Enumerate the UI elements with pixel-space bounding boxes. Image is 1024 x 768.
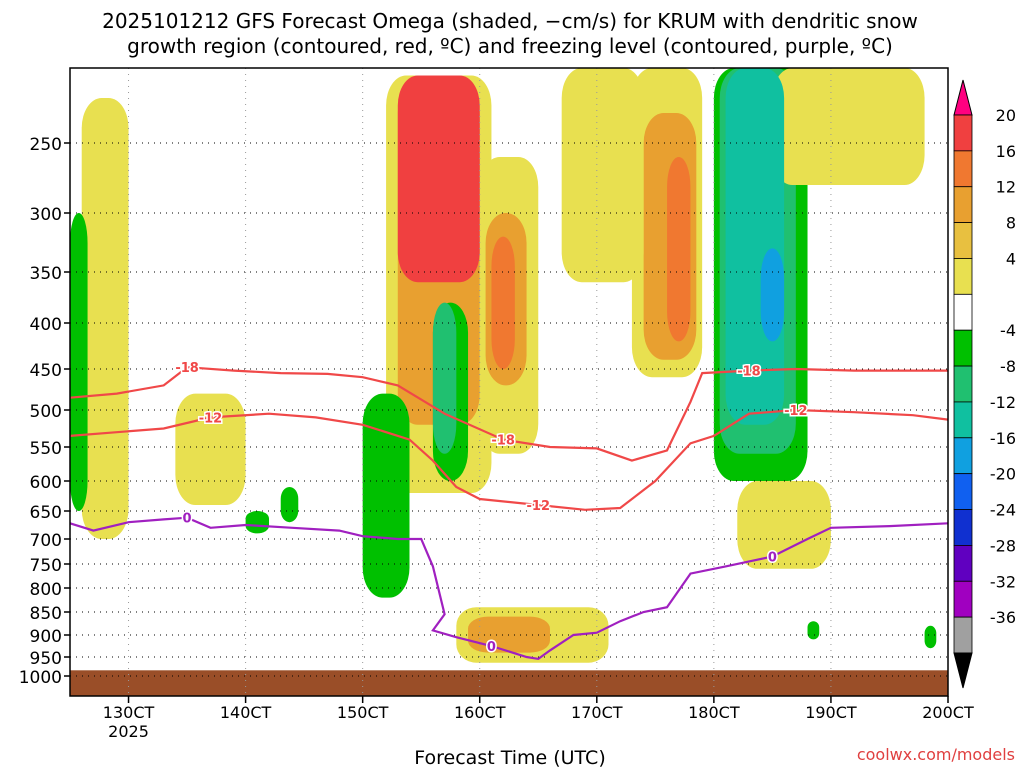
- y-tick-label: 600: [30, 473, 62, 493]
- contour-label: 0: [487, 640, 496, 655]
- y-tick-label: 1000: [19, 668, 62, 688]
- colorbar-swatch: [953, 150, 973, 188]
- colorbar-label: -8: [1000, 357, 1016, 376]
- colorbar-label: 20: [996, 106, 1016, 125]
- x-tick-label: 160CT: [454, 703, 506, 722]
- colorbar-label: 8: [1006, 214, 1016, 233]
- y-tick-label: 950: [30, 649, 62, 669]
- colorbar-swatch: [953, 186, 973, 224]
- colorbar-label: -24: [990, 501, 1016, 520]
- y-tick-label: 450: [30, 361, 62, 381]
- x-tick-label: 140CT: [220, 703, 272, 722]
- colorbar-label: -36: [990, 608, 1016, 627]
- x-tick-label: 200CT: [922, 703, 974, 722]
- omega-region: [175, 393, 246, 505]
- grid-lines: [70, 68, 949, 696]
- y-tick-label: 500: [30, 402, 62, 422]
- colorbar-label: -4: [1000, 321, 1016, 340]
- omega-region: [667, 157, 691, 342]
- colorbar-label: -20: [990, 465, 1016, 484]
- plot-frame: [69, 67, 949, 697]
- colorbar-swatch: [953, 401, 973, 439]
- colorbar-label: -16: [990, 429, 1016, 448]
- colorbar-top-arrow: [953, 79, 973, 116]
- y-tick-label: 250: [30, 135, 62, 155]
- omega-region: [70, 213, 88, 511]
- x-year-label: 2025: [108, 722, 149, 741]
- contour-label: -12: [527, 499, 551, 514]
- freezing-level-contour: [69, 516, 949, 661]
- omega-region: [561, 68, 644, 283]
- y-tick-label: 800: [30, 580, 62, 600]
- colorbar: 20 16 12 8 4 -4 -8 -12 -16 -20 -24 -28 -32 -36: [953, 79, 1016, 689]
- contour-label: 0: [183, 512, 192, 527]
- omega-shading: [70, 68, 937, 663]
- colorbar-swatch: [953, 293, 973, 331]
- colorbar-label: 16: [996, 142, 1016, 161]
- omega-region: [245, 511, 270, 534]
- contour-label: 0: [768, 551, 777, 566]
- x-tick-label: 180CT: [688, 703, 740, 722]
- colorbar-swatch: [953, 258, 973, 295]
- ground-terrain: [70, 670, 948, 696]
- colorbar-label: 4: [1006, 249, 1016, 268]
- colorbar-swatch: [953, 616, 973, 654]
- contour-lines: -18 -18 -18 -12 -12 -12 0 0 0: [69, 360, 949, 661]
- credit-text: coolwx.com/models: [857, 745, 1015, 764]
- y-tick-label: 400: [30, 315, 62, 335]
- y-tick-label: 750: [30, 556, 62, 576]
- contour-label: -18: [175, 361, 199, 376]
- contour-label: -12: [199, 411, 223, 426]
- omega-region: [362, 393, 410, 598]
- omega-region: [491, 236, 515, 369]
- omega-region: [760, 248, 785, 342]
- omega-region: [280, 487, 299, 523]
- colorbar-bottom-arrow: [953, 652, 973, 689]
- omega-region: [737, 481, 831, 569]
- dendritic-contour: [69, 366, 948, 462]
- y-axis: 250 300 350 400 450 500 550 600 650 700 750 800 850 9…: [19, 135, 70, 688]
- omega-region: [81, 98, 129, 539]
- omega-region: [807, 621, 820, 640]
- colorbar-swatch: [953, 509, 973, 546]
- x-axis: 130CT 140CT 150CT 160CT 170CT 180CT 190CT 200CT…: [103, 696, 974, 741]
- colorbar-swatch: [953, 545, 973, 582]
- chart-title: 2025101212 GFS Forecast Omega (shaded, −…: [102, 9, 918, 33]
- colorbar-swatch: [953, 580, 973, 618]
- colorbar-label: -32: [990, 572, 1016, 591]
- omega-region: [432, 302, 457, 454]
- dendritic-contour: [69, 408, 949, 511]
- x-tick-label: 130CT: [103, 703, 155, 722]
- x-axis-title: Forecast Time (UTC): [414, 747, 605, 768]
- x-tick-label: 190CT: [805, 703, 857, 722]
- colorbar-label: -12: [990, 393, 1016, 412]
- contour-label: -18: [491, 434, 515, 449]
- y-tick-label: 850: [30, 604, 62, 624]
- x-tick-label: 170CT: [571, 703, 623, 722]
- colorbar-label: -28: [990, 536, 1016, 555]
- y-tick-label: 900: [30, 627, 62, 647]
- y-tick-label: 700: [30, 531, 62, 551]
- x-tick-label: 150CT: [337, 703, 389, 722]
- colorbar-swatch: [953, 365, 973, 403]
- contour-label: -12: [784, 404, 808, 419]
- colorbar-swatch: [953, 473, 973, 510]
- colorbar-swatch: [953, 114, 973, 152]
- chart-subtitle: growth region (contoured, red, ºC) and f…: [127, 34, 893, 58]
- colorbar-swatch: [953, 329, 973, 367]
- y-tick-label: 550: [30, 439, 62, 459]
- colorbar-swatch: [953, 437, 973, 475]
- omega-region: [924, 625, 937, 649]
- colorbar-swatch: [953, 222, 973, 259]
- y-tick-label: 650: [30, 503, 62, 523]
- y-tick-label: 300: [30, 205, 62, 225]
- omega-region: [772, 68, 925, 185]
- contour-label: -18: [737, 365, 761, 380]
- ground-layer: [70, 670, 948, 696]
- omega-region: [397, 75, 480, 283]
- y-tick-label: 350: [30, 264, 62, 284]
- colorbar-label: 12: [996, 178, 1016, 197]
